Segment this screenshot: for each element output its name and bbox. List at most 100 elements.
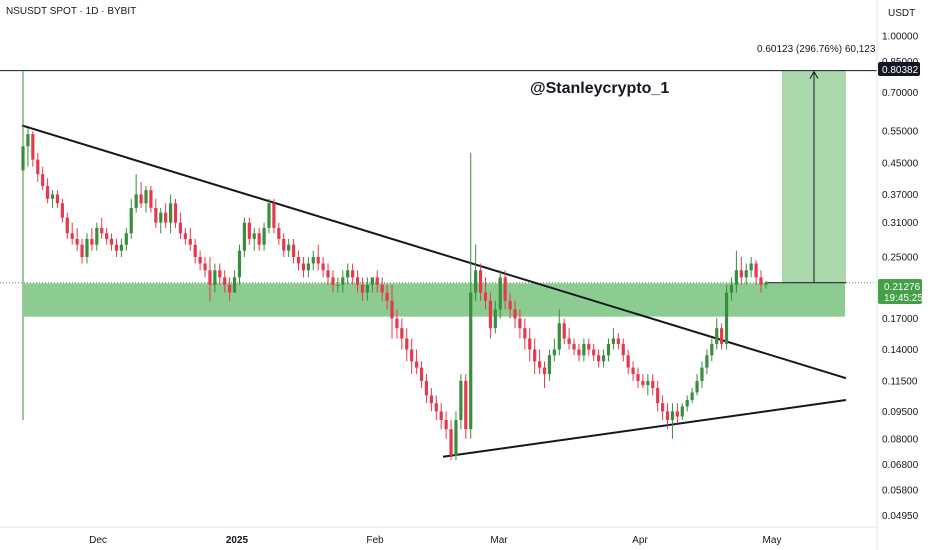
candle[interactable] xyxy=(577,343,581,362)
candle[interactable] xyxy=(139,181,143,208)
candle[interactable] xyxy=(715,318,719,350)
candle[interactable] xyxy=(85,233,89,264)
candle[interactable] xyxy=(31,131,35,167)
candle[interactable] xyxy=(321,256,325,278)
candle[interactable] xyxy=(518,309,522,339)
candle[interactable] xyxy=(710,338,714,362)
candle[interactable] xyxy=(164,203,168,228)
candle[interactable] xyxy=(680,403,684,421)
candle[interactable] xyxy=(395,309,399,339)
candle[interactable] xyxy=(60,198,64,223)
candle[interactable] xyxy=(449,420,453,461)
candle[interactable] xyxy=(228,277,232,301)
candle[interactable] xyxy=(621,338,625,362)
candle[interactable] xyxy=(592,343,596,362)
candle[interactable] xyxy=(173,198,178,228)
candle[interactable] xyxy=(41,166,45,191)
candle[interactable] xyxy=(355,270,360,293)
candle[interactable] xyxy=(380,277,384,301)
candle[interactable] xyxy=(208,256,212,301)
candle[interactable] xyxy=(178,212,183,239)
candle[interactable] xyxy=(631,361,635,381)
candle[interactable] xyxy=(252,227,256,251)
candle[interactable] xyxy=(296,250,301,271)
candle[interactable] xyxy=(547,349,552,381)
candle[interactable] xyxy=(469,152,473,439)
candle[interactable] xyxy=(223,270,227,293)
candle[interactable] xyxy=(739,256,743,285)
candle[interactable] xyxy=(597,349,601,368)
candle[interactable] xyxy=(582,338,586,362)
candle[interactable] xyxy=(503,270,507,310)
candle[interactable] xyxy=(670,403,675,439)
candle[interactable] xyxy=(193,238,197,264)
candle[interactable] xyxy=(218,263,222,285)
candle[interactable] xyxy=(183,227,187,245)
candle[interactable] xyxy=(46,178,50,204)
candle[interactable] xyxy=(478,263,483,301)
candle[interactable] xyxy=(690,387,694,404)
candle[interactable] xyxy=(26,128,30,167)
candle[interactable] xyxy=(351,263,355,285)
candle[interactable] xyxy=(606,338,611,362)
candle[interactable] xyxy=(611,328,615,350)
candle[interactable] xyxy=(36,152,40,182)
candle[interactable] xyxy=(55,190,60,208)
candle[interactable] xyxy=(100,217,104,239)
candle[interactable] xyxy=(661,395,665,421)
candle[interactable] xyxy=(144,186,148,213)
candle[interactable] xyxy=(70,222,74,245)
candle[interactable] xyxy=(247,217,251,245)
candle[interactable] xyxy=(538,349,542,375)
candle[interactable] xyxy=(385,284,389,310)
candle[interactable] xyxy=(513,300,517,329)
candle[interactable] xyxy=(419,361,424,388)
candle[interactable] xyxy=(267,198,271,234)
candle[interactable] xyxy=(705,349,709,375)
candle[interactable] xyxy=(336,277,340,293)
candle[interactable] xyxy=(464,374,468,439)
candle[interactable] xyxy=(257,227,261,251)
candle[interactable] xyxy=(346,263,350,285)
candle[interactable] xyxy=(306,256,310,278)
candle[interactable] xyxy=(562,318,566,344)
candle[interactable] xyxy=(169,194,173,234)
candle[interactable] xyxy=(301,256,306,278)
candle[interactable] xyxy=(557,309,561,356)
candle[interactable] xyxy=(483,277,488,310)
candle[interactable] xyxy=(754,260,758,285)
candle[interactable] xyxy=(720,323,724,350)
candle[interactable] xyxy=(626,349,630,375)
candle[interactable] xyxy=(21,71,25,421)
candle[interactable] xyxy=(360,277,365,301)
candle[interactable] xyxy=(129,198,133,239)
candle[interactable] xyxy=(277,222,281,245)
candle[interactable] xyxy=(65,212,69,239)
candle[interactable] xyxy=(149,186,153,213)
candle[interactable] xyxy=(375,270,379,293)
candle[interactable] xyxy=(159,207,163,234)
candle[interactable] xyxy=(616,333,620,350)
candle[interactable] xyxy=(242,217,246,257)
candle[interactable] xyxy=(390,284,394,339)
candle[interactable] xyxy=(90,227,94,251)
candle[interactable] xyxy=(729,277,734,301)
candle[interactable] xyxy=(641,374,645,388)
candle[interactable] xyxy=(198,250,202,271)
candle[interactable] xyxy=(724,284,729,350)
candle[interactable] xyxy=(685,395,689,412)
candle[interactable] xyxy=(572,338,576,356)
candle[interactable] xyxy=(675,403,679,424)
candle[interactable] xyxy=(636,367,640,388)
candle[interactable] xyxy=(656,380,660,412)
candle[interactable] xyxy=(292,238,296,264)
candle[interactable] xyxy=(75,227,79,251)
candle[interactable] xyxy=(651,374,655,396)
candle[interactable] xyxy=(326,263,330,285)
candle[interactable] xyxy=(262,222,266,251)
candle[interactable] xyxy=(282,233,286,257)
candle[interactable] xyxy=(508,292,512,319)
candle[interactable] xyxy=(695,374,699,396)
candle[interactable] xyxy=(316,244,320,271)
candle[interactable] xyxy=(370,277,374,293)
